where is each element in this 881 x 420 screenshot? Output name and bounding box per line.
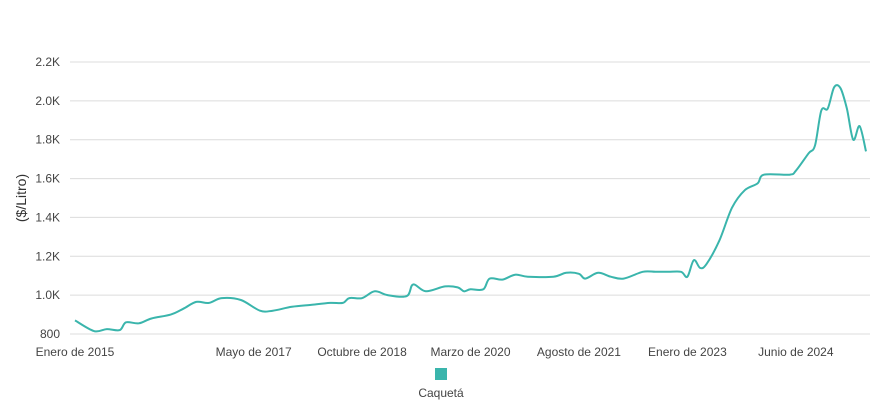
series-lines [74, 84, 867, 333]
legend-label[interactable]: Caquetá [418, 386, 464, 400]
x-tick-label: Mayo de 2017 [216, 345, 292, 359]
y-axis-ticks: 800 1.0K 1.2K 1.4K 1.6K 1.8K 2.0K 2.2K [35, 55, 60, 341]
x-tick-label: Octubre de 2018 [317, 345, 407, 359]
legend-swatch[interactable] [435, 368, 447, 380]
y-tick-label: 1.6K [35, 172, 60, 186]
series-line[interactable] [74, 84, 867, 333]
legend[interactable]: Caquetá [418, 368, 464, 400]
x-tick-label: Enero de 2023 [648, 345, 727, 359]
x-axis-ticks: Enero de 2015 Mayo de 2017 Octubre de 2018… [36, 345, 834, 359]
y-tick-label: 1.2K [35, 249, 60, 263]
x-tick-label: Enero de 2015 [36, 345, 115, 359]
y-tick-label: 2.0K [35, 94, 60, 108]
y-tick-label: 800 [40, 327, 60, 341]
y-axis-title: ($/Litro) [13, 174, 29, 222]
x-tick-label: Junio de 2024 [758, 345, 834, 359]
y-tick-label: 2.2K [35, 55, 60, 69]
y-tick-label: 1.4K [35, 210, 60, 224]
gridlines [70, 61, 870, 335]
x-tick-label: Marzo de 2020 [430, 345, 510, 359]
x-tick-label: Agosto de 2021 [537, 345, 621, 359]
y-tick-label: 1.8K [35, 133, 60, 147]
y-tick-label: 1.0K [35, 288, 60, 302]
